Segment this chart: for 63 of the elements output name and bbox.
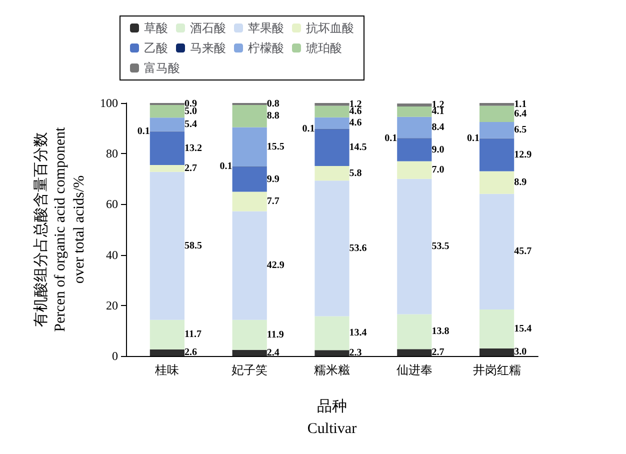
y-tick-label: 80 — [106, 146, 118, 161]
data-label: 14.5 — [349, 142, 367, 154]
data-label: 2.7 — [432, 347, 444, 358]
data-label: 2.3 — [349, 348, 362, 359]
data-label: 5.8 — [349, 168, 362, 179]
y-tick-label: 100 — [100, 96, 118, 110]
data-label: 53.6 — [349, 242, 367, 254]
data-label: 2.4 — [266, 347, 280, 358]
data-label: 45.7 — [514, 246, 532, 258]
data-label: 8.9 — [514, 177, 527, 188]
legend-label: 酒石酸 — [190, 21, 226, 35]
x-tick-label: 仙进奉 — [396, 363, 432, 377]
legend-label: 抗坏血酸 — [306, 21, 354, 35]
data-label: 7.0 — [432, 164, 444, 176]
data-label: 6.5 — [514, 124, 527, 136]
legend-label: 柠檬酸 — [248, 41, 284, 55]
data-label: 11.7 — [184, 329, 202, 340]
data-label: 42.9 — [266, 260, 284, 272]
data-label: 0.8 — [266, 98, 280, 110]
legend-label: 琥珀酸 — [306, 41, 342, 55]
data-label: 0.1 — [302, 124, 315, 135]
data-label: 12.9 — [514, 149, 532, 160]
data-label: 13.4 — [349, 328, 367, 339]
legend-label: 草酸 — [144, 21, 168, 35]
data-label: 8.4 — [432, 122, 444, 134]
data-label: 3.0 — [514, 346, 527, 358]
legend-label: 苹果酸 — [248, 21, 284, 35]
data-label: 58.5 — [184, 240, 202, 252]
y-tick-label: 0 — [112, 349, 118, 363]
data-label: 8.8 — [266, 110, 280, 122]
data-label: 2.6 — [184, 347, 198, 358]
data-label: 15.4 — [514, 323, 532, 334]
data-label: 6.4 — [514, 108, 527, 120]
data-label: 53.5 — [432, 241, 450, 252]
y-tick-label: 40 — [106, 248, 118, 262]
data-label: 13.2 — [184, 142, 202, 154]
x-tick-label: 桂味 — [154, 363, 180, 377]
data-label: 7.7 — [266, 196, 280, 208]
data-label: 1.1 — [514, 98, 527, 110]
data-label: 0.1 — [137, 126, 150, 137]
data-label: 2.7 — [184, 162, 198, 174]
data-label: 9.0 — [432, 144, 444, 156]
data-label: 4.1 — [432, 106, 444, 118]
legend-label: 马来酸 — [190, 41, 226, 55]
data-label: 5.4 — [184, 119, 198, 130]
legend-label: 富马酸 — [144, 61, 180, 75]
data-label: 15.5 — [266, 141, 284, 152]
y-tick-label: 60 — [106, 197, 118, 212]
data-label: 5.0 — [184, 106, 198, 117]
y-axis-title: 有机酸组分占总酸含量百分数 Percen of organic acid component over total acids/% — [32, 126, 88, 332]
x-axis-title: 品种 Cultivar — [307, 398, 357, 437]
data-label: 0.1 — [384, 132, 398, 144]
data-label: 4.6 — [349, 118, 362, 129]
x-tick-label: 糯米糍 — [314, 363, 350, 377]
data-label: 13.8 — [432, 326, 450, 338]
data-label: 9.9 — [266, 174, 280, 185]
x-tick-label: 井岗红糯 — [472, 363, 521, 377]
data-label: 0.1 — [466, 133, 480, 144]
y-tick-label: 20 — [106, 298, 118, 312]
x-tick-label: 妃子笑 — [232, 363, 268, 377]
data-label: 11.9 — [266, 329, 284, 340]
data-label: 0.1 — [220, 161, 232, 172]
legend-label: 乙酸 — [144, 41, 168, 55]
